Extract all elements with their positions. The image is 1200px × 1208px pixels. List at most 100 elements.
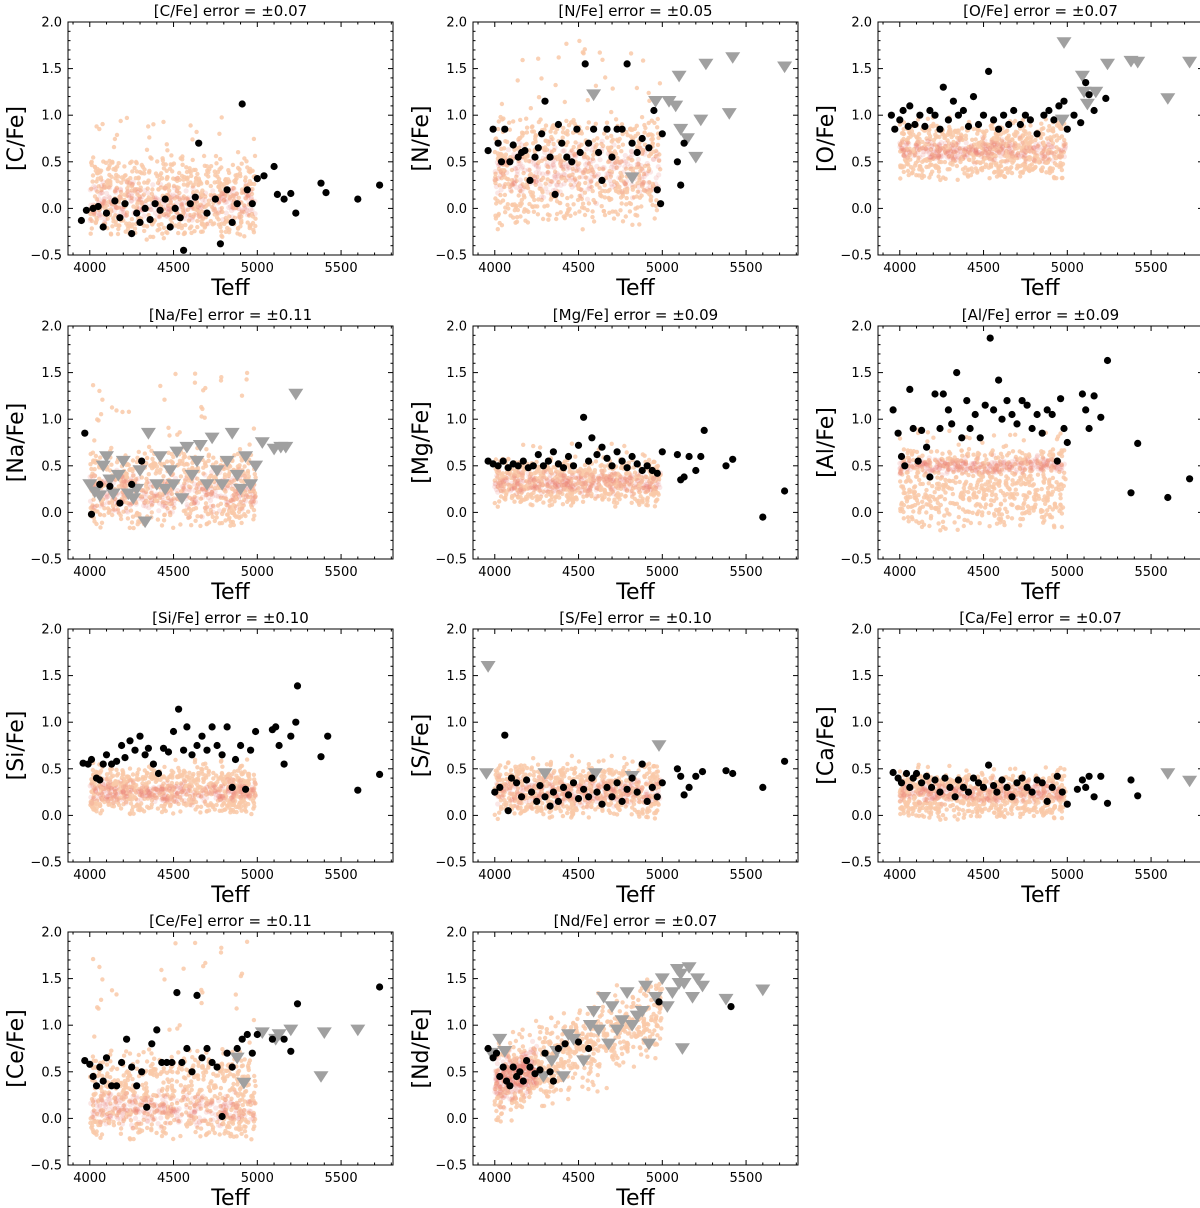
background-star — [975, 127, 981, 133]
background-star — [558, 200, 563, 206]
background-star — [180, 157, 185, 162]
detection-point — [677, 181, 685, 189]
background-core-star — [130, 472, 136, 478]
background-core-star — [531, 161, 537, 167]
background-star — [564, 41, 569, 46]
background-star — [594, 182, 599, 187]
background-star — [994, 134, 1000, 139]
background-core-star — [540, 475, 546, 481]
background-star — [541, 489, 546, 494]
background-core-star — [225, 504, 231, 510]
detection-point — [211, 195, 219, 203]
y-tick-label: 2.0 — [41, 320, 62, 335]
detection-point — [979, 111, 988, 119]
y-tick-label: −0.5 — [30, 249, 62, 264]
background-star — [249, 191, 255, 197]
background-core-star — [542, 149, 548, 155]
background-core-star — [949, 143, 955, 149]
background-core-star — [97, 211, 103, 218]
background-core-star — [910, 153, 917, 159]
background-core-star — [957, 135, 963, 141]
background-core-star — [634, 478, 640, 484]
background-core-star — [926, 150, 932, 156]
background-core-star — [901, 147, 907, 153]
background-star — [1056, 154, 1062, 160]
upper-limit-marker — [648, 96, 664, 108]
background-star — [928, 172, 934, 177]
background-star — [591, 138, 597, 143]
background-core-star — [107, 195, 113, 201]
background-core-star — [250, 491, 256, 498]
background-star — [214, 215, 220, 220]
background-core-star — [1013, 152, 1019, 158]
background-core-star — [562, 172, 568, 178]
background-core-star — [225, 500, 231, 506]
background-core-star — [128, 198, 134, 204]
background-star — [536, 95, 542, 100]
background-star — [144, 455, 150, 461]
background-core-star — [205, 221, 211, 227]
detection-point — [585, 139, 593, 147]
background-core-star — [186, 488, 192, 494]
background-star — [192, 494, 197, 500]
background-star — [620, 219, 626, 224]
detection-point — [136, 218, 144, 226]
background-core-star — [174, 487, 181, 494]
background-core-star — [998, 153, 1004, 159]
background-star — [509, 483, 515, 489]
background-star — [613, 209, 618, 214]
background-core-star — [513, 184, 520, 190]
background-star — [515, 78, 520, 83]
background-core-star — [572, 153, 578, 159]
background-star — [163, 162, 168, 167]
upper-limit-marker — [1076, 86, 1092, 99]
background-core-star — [946, 154, 952, 160]
background-star — [160, 231, 165, 236]
background-star — [635, 205, 640, 210]
background-core-star — [936, 142, 942, 148]
background-star — [497, 499, 502, 504]
background-core-star — [198, 205, 204, 211]
detection-point — [558, 139, 566, 147]
background-star — [1052, 176, 1057, 181]
background-star — [235, 165, 241, 171]
background-core-star — [905, 147, 911, 153]
background-star — [547, 484, 553, 489]
background-star — [149, 510, 154, 515]
background-core-star — [168, 496, 174, 502]
background-star — [1054, 145, 1059, 150]
background-core-star — [554, 170, 560, 176]
background-core-star — [1034, 144, 1040, 150]
x-axis-label: Teff — [1020, 276, 1060, 301]
x-tick-label: 4500 — [967, 261, 1000, 276]
background-core-star — [196, 205, 202, 211]
background-star — [569, 476, 574, 482]
background-core-star — [569, 148, 576, 154]
background-core-star — [561, 171, 567, 177]
background-core-star — [991, 142, 997, 148]
background-star — [189, 523, 194, 528]
axes-frame — [472, 21, 799, 256]
upper-limit-marker — [184, 469, 200, 482]
background-core-star — [972, 148, 978, 154]
background-star — [234, 191, 239, 196]
background-star — [971, 155, 976, 161]
background-star — [181, 177, 186, 182]
background-star — [190, 184, 195, 189]
detection-point — [526, 176, 534, 184]
background-star — [549, 179, 554, 184]
background-core-star — [139, 193, 145, 200]
background-star — [632, 470, 638, 475]
background-star — [601, 476, 606, 482]
background-core-star — [992, 142, 998, 148]
x-tick-label: 5000 — [646, 261, 679, 276]
background-star — [573, 177, 578, 182]
background-star — [161, 461, 166, 467]
background-star — [937, 159, 942, 165]
background-core-star — [604, 171, 610, 177]
background-star — [901, 169, 906, 175]
background-star — [577, 161, 582, 166]
background-star — [506, 486, 512, 492]
background-star — [562, 99, 567, 105]
background-core-star — [230, 498, 236, 504]
